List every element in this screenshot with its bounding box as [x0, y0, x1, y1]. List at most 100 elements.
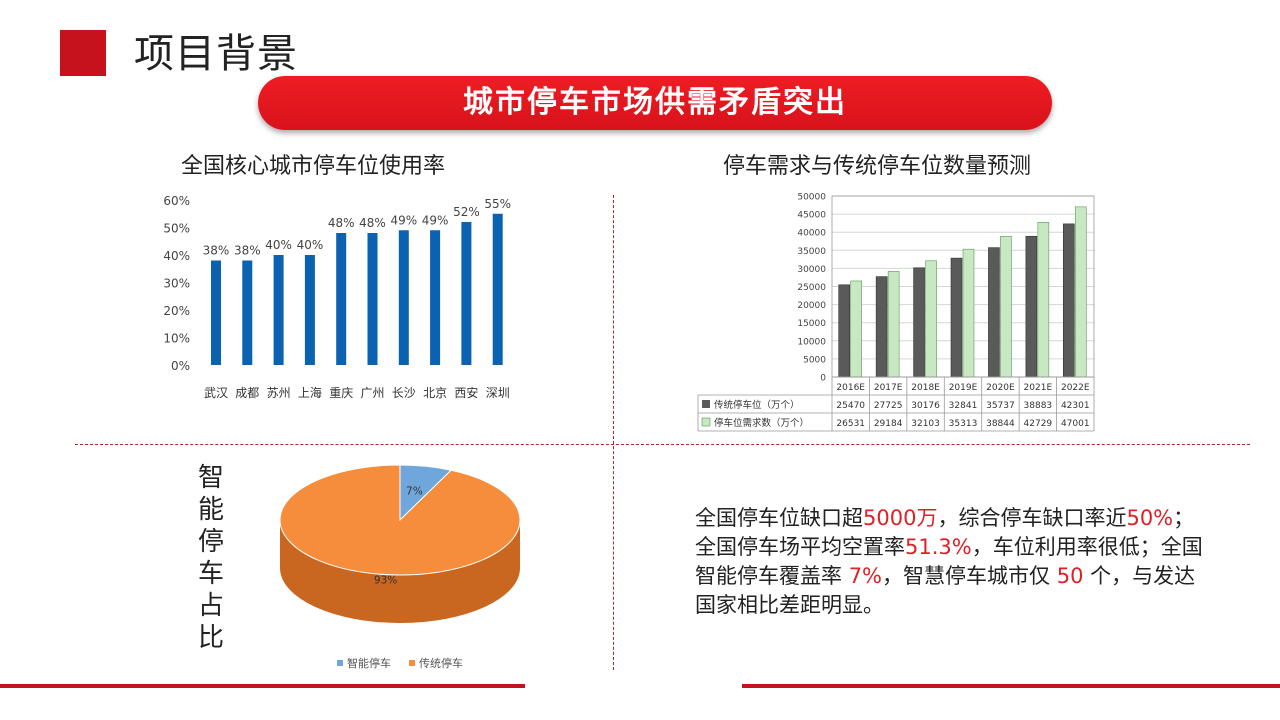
y-tick-label: 10000: [797, 337, 826, 347]
legend-label: 传统停车: [419, 656, 463, 670]
table-cell-demand: 26531: [836, 419, 865, 429]
x-tick-label: 上海: [298, 385, 322, 400]
table-cell-traditional: 35737: [986, 401, 1015, 411]
legend-swatch: [337, 660, 343, 666]
y-tick-label: 0: [820, 374, 826, 384]
bar-traditional: [875, 276, 888, 378]
bar-demand: [1074, 206, 1087, 378]
x-tick-label: 2019E: [949, 383, 978, 393]
summary-highlight-4: 7%: [848, 564, 883, 588]
plot-frame: [831, 195, 1095, 378]
legend-swatch: [409, 660, 415, 666]
bar-traditional: [950, 257, 963, 378]
data-label: 52%: [453, 205, 480, 219]
data-label: 38%: [203, 244, 230, 258]
x-tick-label: 2018E: [911, 383, 940, 393]
table-cell-demand: 32103: [911, 419, 940, 429]
y-tick-label: 40%: [163, 249, 190, 263]
data-label: 38%: [234, 244, 261, 258]
table-cell-demand: 38844: [986, 419, 1015, 429]
summary-text-3: ；全国停车场平均空置率: [695, 506, 1195, 559]
bar-traditional: [838, 284, 851, 378]
bar-traditional: [1062, 223, 1075, 378]
x-tick-label: 重庆: [329, 386, 353, 400]
bar-demand: [1037, 222, 1050, 378]
data-label: 40%: [265, 238, 292, 252]
y-tick-label: 20000: [797, 301, 826, 311]
bar: [367, 233, 378, 365]
bottom-bar-right: [742, 684, 1280, 688]
legend-label-traditional: 传统停车位（万个）: [714, 399, 800, 411]
bar: [211, 260, 221, 365]
bar-traditional: [913, 267, 925, 378]
table-cell-traditional: 27725: [874, 401, 903, 411]
usage-chart-title: 全国核心城市停车位使用率: [181, 154, 446, 179]
y-tick-label: 30000: [797, 265, 826, 275]
bar-demand: [887, 271, 900, 378]
x-tick-label: 苏州: [267, 386, 291, 400]
y-tick-label: 45000: [797, 211, 826, 221]
table-cell-demand: 35313: [949, 419, 978, 429]
x-tick-label: 2016E: [836, 383, 865, 393]
smart-parking-share-label: 智能停车占比: [197, 463, 224, 653]
bar-traditional: [988, 247, 1000, 378]
y-tick-label: 30%: [163, 277, 190, 291]
legend-label: 智能停车: [347, 656, 391, 670]
data-label: 48%: [328, 216, 355, 230]
title-accent-square: [60, 30, 106, 76]
summary-text-4: ，车位利用率很低；全国智能停车覆盖率: [695, 535, 1203, 588]
pie-slice: [279, 464, 521, 576]
vertical-divider: [613, 195, 614, 670]
smart-parking-pie-chart: 7% 93% 智能停车 传统停车: [279, 464, 521, 670]
bar-demand: [925, 260, 937, 378]
legend-swatch-demand: [701, 417, 711, 427]
x-tick-label: 2020E: [986, 383, 1015, 393]
usage-rate-bar-chart: 0% 10% 20% 30% 40% 50% 60% 38% 武汉 38% 成都 40% 苏州 40% 上海…: [163, 194, 511, 400]
y-tick-label: 15000: [797, 319, 826, 329]
x-tick-label: 2021E: [1024, 383, 1053, 393]
bar-demand: [962, 248, 975, 378]
pie-data-label: 7%: [406, 485, 423, 497]
page-title: 项目背景: [134, 31, 298, 77]
legend-label-demand: 停车位需求数（万个）: [714, 417, 809, 429]
bar: [242, 260, 253, 365]
x-tick-label: 武汉: [204, 386, 228, 400]
bar: [398, 230, 409, 365]
x-tick-label: 长沙: [392, 386, 416, 400]
data-label: 55%: [484, 197, 511, 211]
table-cell-demand: 29184: [874, 419, 903, 429]
forecast-chart-title: 停车需求与传统停车位数量预测: [723, 154, 1032, 179]
x-tick-label: 北京: [423, 386, 447, 400]
summary-text-5: ，智慧停车城市仅: [882, 564, 1057, 588]
bar: [492, 213, 503, 365]
y-tick-label: 0%: [171, 359, 190, 373]
summary-highlight-5: 50: [1056, 564, 1084, 588]
x-tick-label: 成都: [235, 386, 259, 400]
bar: [273, 255, 284, 365]
bar-demand: [1000, 236, 1012, 378]
headline-banner: 城市停车市场供需矛盾突出: [258, 76, 1052, 130]
data-label: 48%: [359, 216, 386, 230]
y-tick-label: 60%: [163, 194, 190, 208]
bar-traditional: [1025, 235, 1038, 378]
x-tick-label: 西安: [454, 385, 478, 400]
table-cell-traditional: 38883: [1024, 401, 1053, 411]
data-label: 49%: [422, 213, 449, 227]
bar-demand: [850, 280, 863, 378]
forecast-bar-chart: 0 5000 10000 15000 20000 25000 30000 35000 40000…: [697, 193, 1095, 432]
table-cell-demand: 47001: [1061, 419, 1090, 429]
data-label: 40%: [297, 238, 324, 252]
summary-text-1: 全国停车位缺口超: [695, 506, 863, 530]
table-cell-traditional: 30176: [911, 401, 940, 411]
y-tick-label: 50000: [797, 193, 826, 203]
y-tick-label: 5000: [803, 355, 826, 365]
bar: [461, 222, 472, 365]
legend-swatch-traditional: [702, 400, 710, 408]
horizontal-divider: [75, 444, 1250, 445]
summary-text-6: 个，与发达国家相比差距明显。: [695, 564, 1196, 617]
y-tick-label: 40000: [797, 229, 826, 239]
bottom-bar-left: [0, 684, 525, 688]
pie-side: [280, 520, 520, 623]
bar: [304, 255, 315, 365]
summary-highlight-3: 51.3%: [905, 535, 972, 559]
